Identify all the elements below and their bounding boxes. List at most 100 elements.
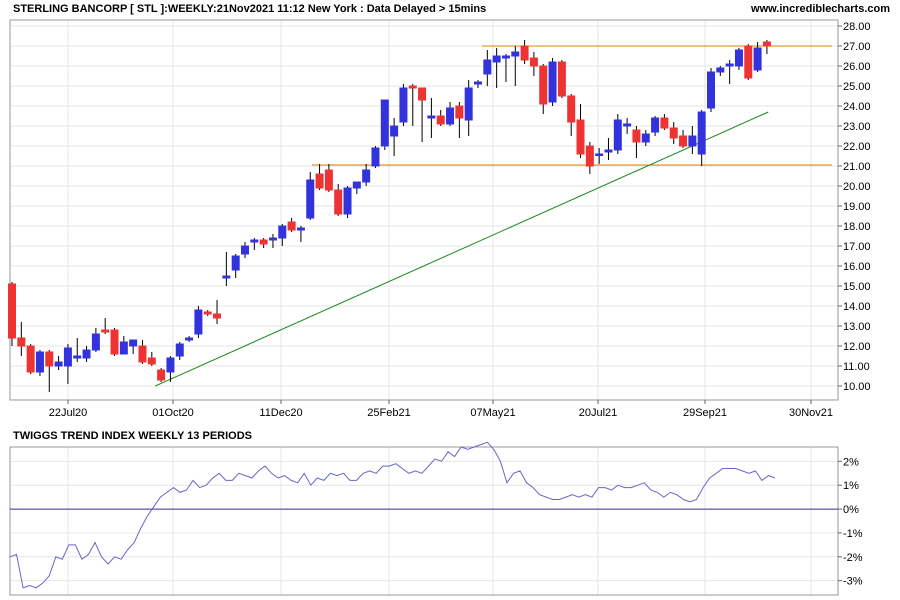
candle xyxy=(45,350,54,392)
candle xyxy=(725,60,734,84)
candle-body xyxy=(213,313,222,319)
chart-title: STERLING BANCORP [ STL ]:WEEKLY:21Nov202… xyxy=(13,3,487,15)
candle xyxy=(101,318,110,334)
candle-body xyxy=(734,49,743,67)
price-y-tick-label: 23.00 xyxy=(843,121,871,133)
candle-body xyxy=(707,71,715,109)
candle xyxy=(492,48,501,88)
indicator-y-axis: 2% 1% 0% -1% -2% -3% xyxy=(838,456,863,588)
candle-body xyxy=(688,135,697,147)
price-y-tick-label: 16.00 xyxy=(843,261,871,273)
candle-body xyxy=(287,221,296,231)
price-x-tick-label: 29Sep21 xyxy=(683,407,727,419)
candle xyxy=(138,340,147,364)
price-y-tick-label: 13.00 xyxy=(843,321,871,333)
candle-body xyxy=(744,45,753,79)
candle xyxy=(436,110,445,126)
candle-body xyxy=(520,45,529,61)
candle xyxy=(268,234,277,248)
candle xyxy=(334,184,343,216)
candle xyxy=(613,114,622,154)
site-url[interactable]: www.incrediblecharts.com xyxy=(751,3,890,15)
candle-body xyxy=(483,59,492,75)
candle-body xyxy=(623,123,632,127)
price-y-tick-label: 11.00 xyxy=(843,361,870,373)
indicator-y-tick-label: -3% xyxy=(843,576,863,588)
candle-body xyxy=(296,227,305,231)
candle xyxy=(63,344,72,384)
candle xyxy=(744,44,753,80)
candle xyxy=(35,350,44,376)
price-y-tick-label: 22.00 xyxy=(843,141,871,153)
candle xyxy=(464,80,473,136)
price-x-tick-label: 20Jul21 xyxy=(579,407,618,419)
candle-body xyxy=(147,357,156,365)
candle xyxy=(688,126,697,154)
candle-body xyxy=(446,107,455,125)
candle-body xyxy=(390,125,399,137)
candle-body xyxy=(464,87,473,121)
candle xyxy=(296,226,305,242)
candle-body xyxy=(529,57,538,67)
candle xyxy=(632,126,641,158)
candle xyxy=(157,368,166,382)
price-y-tick-label: 19.00 xyxy=(843,201,871,213)
candle xyxy=(287,218,296,232)
candle-body xyxy=(17,337,26,347)
candle xyxy=(129,339,138,354)
candle xyxy=(418,87,427,142)
candle-body xyxy=(753,47,762,71)
candle-body xyxy=(250,239,259,243)
candle-body xyxy=(194,309,203,335)
candle-body xyxy=(129,339,138,347)
price-y-tick-label: 25.00 xyxy=(843,81,871,93)
candle-body xyxy=(557,61,566,97)
price-y-tick-label: 17.00 xyxy=(843,241,871,253)
candle-body xyxy=(175,343,184,357)
candle-body xyxy=(697,111,706,155)
indicator-grid xyxy=(10,447,838,595)
candle-body xyxy=(343,187,352,215)
candle-body xyxy=(408,85,417,89)
candle-body xyxy=(73,355,82,359)
candle-body xyxy=(725,63,734,67)
candle-body xyxy=(26,345,35,373)
indicator-y-tick-label: 0% xyxy=(843,504,859,516)
candle-body xyxy=(669,127,678,139)
price-y-tick-label: 26.00 xyxy=(843,61,871,73)
candle-body xyxy=(119,341,128,355)
candle xyxy=(390,118,399,156)
candle-body xyxy=(8,283,16,339)
candle-body xyxy=(679,135,688,147)
candle xyxy=(734,48,743,70)
candle-body xyxy=(231,255,240,271)
candle-body xyxy=(641,133,650,143)
indicator-y-tick-label: 1% xyxy=(843,480,859,492)
candle-body xyxy=(110,329,119,355)
candle xyxy=(231,254,240,278)
candle xyxy=(511,46,520,86)
candle-body xyxy=(651,117,660,133)
candle xyxy=(194,306,203,338)
candle xyxy=(446,102,455,126)
candle xyxy=(278,224,287,246)
candle xyxy=(399,84,408,126)
candle xyxy=(623,118,632,134)
price-y-tick-label: 18.00 xyxy=(843,221,871,233)
candle-body xyxy=(436,115,445,125)
candle xyxy=(91,328,100,352)
price-y-tick-label: 20.00 xyxy=(843,181,871,193)
candle xyxy=(166,356,175,382)
candle xyxy=(8,282,16,346)
candle-body xyxy=(54,361,63,367)
candle xyxy=(585,142,594,174)
candle-body xyxy=(548,61,557,103)
candle xyxy=(669,122,678,144)
price-y-tick-label: 24.00 xyxy=(843,101,871,113)
candle xyxy=(259,238,268,248)
candle-body xyxy=(157,369,166,381)
candle xyxy=(324,164,333,192)
candle-body xyxy=(585,145,594,167)
candle-body xyxy=(334,189,343,215)
candles xyxy=(8,40,771,392)
